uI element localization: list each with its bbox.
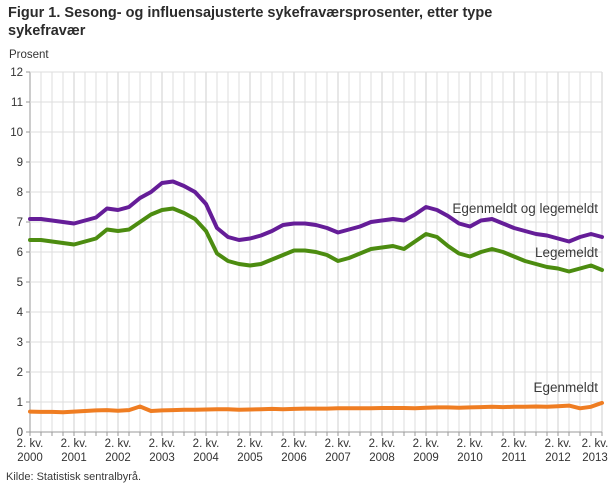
- x-tick-label: 2. kv. 2001: [61, 438, 88, 464]
- y-tick-label: 5: [17, 277, 23, 289]
- y-tick-label: 8: [17, 187, 23, 199]
- series-label-egenmeldt: Egenmeldt: [533, 380, 598, 395]
- x-tick-label: 2. kv. 2005: [237, 438, 264, 464]
- x-tick-label: 2. kv. 2006: [281, 438, 308, 464]
- series-label-total: Egenmeldt og legemeldt: [452, 201, 598, 216]
- y-tick-label: 6: [17, 247, 23, 259]
- x-tick-label: 2. kv. 2013: [582, 438, 609, 464]
- source-note: Kilde: Statistisk sentralbyrå.: [6, 471, 142, 483]
- x-tick-label: 2. kv. 2003: [149, 438, 176, 464]
- series-line-legemeldt: [28, 206, 604, 274]
- x-tick-label: 2. kv. 2008: [369, 438, 396, 464]
- y-tick-label: 3: [17, 337, 23, 349]
- y-tick-label: 10: [10, 127, 23, 139]
- y-tick-label: 0: [17, 427, 23, 439]
- x-tick-label: 2. kv. 2012: [545, 438, 572, 464]
- y-tick-label: 12: [10, 67, 23, 79]
- x-tick-label: 2. kv. 2009: [413, 438, 440, 464]
- series-line-egenmeldt: [28, 400, 604, 415]
- x-tick-label: 2. kv. 2011: [501, 438, 528, 464]
- x-tick-label: 2. kv. 2007: [325, 438, 352, 464]
- x-tick-label: 2. kv. 2002: [105, 438, 132, 464]
- x-tick-label: 2. kv. 2010: [457, 438, 484, 464]
- series-line-total: [28, 179, 604, 244]
- y-tick-label: 2: [17, 367, 23, 379]
- chart-title: Figur 1. Sesong- og influensajusterte sy…: [8, 5, 493, 40]
- y-tick-label: 11: [11, 97, 23, 109]
- x-tick-label: 2. kv. 2004: [193, 438, 220, 464]
- x-tick-label: 2. kv. 2000: [17, 438, 44, 464]
- y-tick-label: 4: [17, 307, 24, 319]
- y-tick-label: 9: [17, 157, 23, 169]
- y-axis-title: Prosent: [9, 49, 49, 61]
- series-label-legemeldt: Legemeldt: [535, 245, 598, 260]
- y-tick-label: 1: [17, 397, 23, 409]
- y-tick-label: 7: [17, 217, 23, 229]
